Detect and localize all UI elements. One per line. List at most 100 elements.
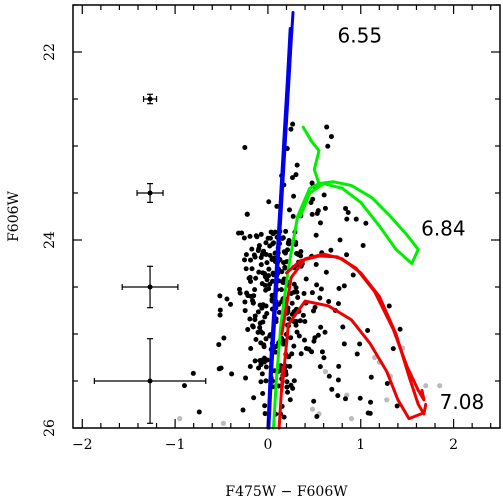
data-point bbox=[242, 145, 248, 151]
data-point bbox=[368, 374, 374, 380]
data-point bbox=[266, 273, 272, 279]
isochrone-line-7.08 bbox=[280, 299, 423, 421]
data-point bbox=[279, 269, 285, 275]
data-point bbox=[360, 243, 366, 249]
data-point bbox=[245, 327, 251, 333]
data-point bbox=[221, 335, 227, 341]
data-point bbox=[252, 287, 258, 293]
data-point bbox=[290, 121, 296, 127]
data-point bbox=[384, 380, 390, 386]
data-point bbox=[265, 235, 271, 241]
data-point bbox=[240, 407, 246, 413]
axis-ticks bbox=[73, 4, 500, 429]
data-point bbox=[302, 337, 308, 343]
data-point bbox=[287, 363, 293, 369]
isochrone-line-6.84 bbox=[298, 180, 420, 265]
data-point bbox=[256, 269, 262, 275]
x-tick-label: 0 bbox=[263, 437, 272, 453]
data-point bbox=[249, 246, 255, 252]
data-point bbox=[252, 317, 258, 323]
data-point bbox=[343, 205, 349, 211]
data-point bbox=[311, 398, 317, 404]
data-point bbox=[343, 396, 349, 402]
data-point bbox=[287, 397, 293, 403]
data-point bbox=[255, 309, 261, 315]
data-point bbox=[357, 341, 363, 347]
data-point bbox=[328, 247, 334, 253]
data-point bbox=[258, 254, 264, 260]
data-point bbox=[367, 410, 373, 416]
data-point bbox=[249, 266, 255, 272]
data-point bbox=[308, 200, 314, 206]
data-point bbox=[281, 260, 287, 266]
isochrone-line-7.08 bbox=[280, 252, 428, 416]
data-point bbox=[317, 295, 323, 301]
data-point bbox=[300, 312, 306, 318]
data-point bbox=[258, 231, 264, 237]
data-point bbox=[247, 364, 253, 370]
data-point bbox=[237, 286, 243, 292]
y-tick-label: 24 bbox=[42, 231, 58, 249]
data-point bbox=[303, 276, 309, 282]
data-point bbox=[253, 233, 259, 239]
data-point bbox=[345, 210, 351, 216]
data-point bbox=[322, 329, 328, 335]
data-point bbox=[344, 216, 350, 222]
data-point bbox=[335, 377, 341, 383]
data-point bbox=[312, 304, 318, 310]
data-point bbox=[263, 240, 269, 246]
data-point bbox=[255, 248, 261, 254]
data-point bbox=[365, 327, 371, 333]
data-point bbox=[286, 241, 292, 247]
data-point bbox=[289, 351, 295, 357]
data-point bbox=[255, 329, 261, 335]
data-point bbox=[261, 248, 267, 254]
data-point bbox=[326, 373, 332, 379]
data-point bbox=[291, 378, 297, 384]
data-point bbox=[309, 211, 315, 217]
data-point bbox=[251, 395, 257, 401]
data-point bbox=[317, 364, 323, 370]
data-point bbox=[309, 290, 315, 296]
grey-data-point bbox=[322, 369, 329, 375]
data-point bbox=[243, 252, 249, 258]
data-point bbox=[224, 296, 230, 302]
data-point bbox=[289, 175, 295, 181]
data-point bbox=[242, 299, 248, 305]
data-point bbox=[196, 409, 202, 415]
data-point bbox=[325, 143, 331, 149]
data-point bbox=[237, 290, 243, 296]
data-point bbox=[278, 287, 284, 293]
data-point bbox=[236, 230, 242, 236]
data-point bbox=[270, 231, 276, 237]
grey-data-point bbox=[220, 420, 226, 426]
data-point bbox=[289, 300, 295, 306]
grey-data-point bbox=[384, 397, 390, 403]
data-point bbox=[297, 318, 303, 324]
x-tick-label: 1 bbox=[356, 437, 365, 453]
data-point bbox=[263, 364, 269, 370]
data-point bbox=[341, 283, 347, 289]
data-point bbox=[217, 293, 223, 299]
data-point bbox=[249, 298, 255, 304]
data-point bbox=[293, 172, 299, 178]
data-point bbox=[241, 235, 247, 241]
data-point bbox=[260, 302, 266, 308]
data-point bbox=[294, 162, 300, 168]
data-point bbox=[363, 220, 369, 226]
data-point bbox=[281, 414, 287, 420]
data-point bbox=[245, 293, 251, 299]
data-point bbox=[284, 379, 290, 385]
x-tick-label: 2 bbox=[449, 437, 458, 453]
data-point bbox=[276, 309, 282, 315]
data-point bbox=[354, 351, 360, 357]
data-point bbox=[344, 252, 350, 258]
data-point bbox=[256, 365, 262, 371]
data-point bbox=[336, 363, 342, 369]
data-point bbox=[326, 298, 332, 304]
y-axis-label: F606W bbox=[6, 190, 22, 241]
data-point bbox=[262, 411, 268, 417]
data-point bbox=[257, 320, 263, 326]
data-point bbox=[260, 330, 266, 336]
